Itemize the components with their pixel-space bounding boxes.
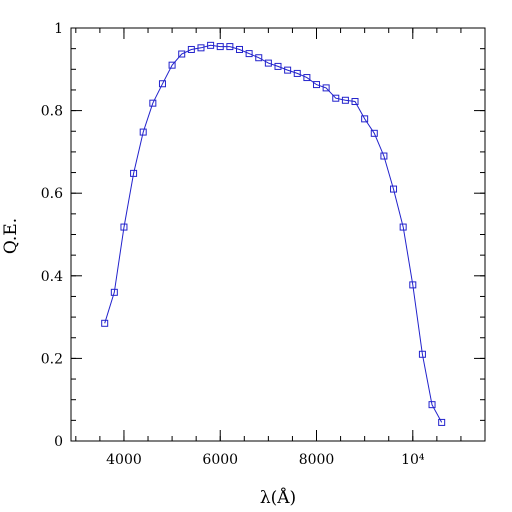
data-point-marker (380, 152, 388, 160)
tick-labels: 4000 6000 8000 10⁴ 0 0.2 0.4 0.6 0.8 1 (41, 21, 425, 468)
data-point-marker (178, 50, 186, 58)
data-point-marker (207, 41, 215, 49)
data-point-marker (390, 185, 398, 193)
x-tick-label: 10⁴ (401, 452, 425, 468)
x-tick-label: 6000 (202, 452, 238, 468)
data-point-marker (158, 80, 166, 88)
y-tick-label: 0.4 (41, 269, 63, 285)
y-tick-label: 0.8 (41, 104, 63, 120)
data-point-marker (332, 94, 340, 102)
y-axis-title: Q.E. (1, 218, 21, 254)
data-point-marker (101, 319, 109, 327)
y-tick-label: 0.2 (41, 351, 63, 367)
data-point-marker (110, 288, 118, 296)
data-point-marker (303, 74, 311, 82)
data-point-marker (264, 59, 272, 67)
data-point-marker (139, 128, 147, 136)
data-point-marker (168, 61, 176, 69)
data-point-marker (255, 54, 263, 62)
data-point-marker (245, 50, 253, 58)
data-point-marker (235, 45, 243, 53)
y-tick-label: 0 (54, 434, 63, 450)
data-point-marker (351, 98, 359, 106)
data-point-marker (197, 44, 205, 52)
data-point-marker (409, 281, 417, 289)
data-point-marker (428, 401, 436, 409)
data-point-marker (293, 69, 301, 77)
data-point-marker (418, 350, 426, 358)
data-point-marker (216, 43, 224, 51)
data-point-marker (284, 66, 292, 74)
data-point-marker (274, 62, 282, 70)
data-series (101, 41, 446, 426)
data-point-marker (370, 129, 378, 137)
x-tick-label: 4000 (106, 452, 142, 468)
data-point-marker (399, 223, 407, 231)
data-point-marker (187, 45, 195, 53)
data-point-marker (130, 169, 138, 177)
data-point-marker (120, 223, 128, 231)
data-point-marker (341, 96, 349, 104)
data-point-marker (361, 115, 369, 123)
x-tick-label: 8000 (299, 452, 335, 468)
data-point-marker (149, 99, 157, 107)
data-point-marker (313, 81, 321, 89)
axis-ticks (71, 27, 486, 442)
data-point-marker (322, 84, 330, 92)
data-point-marker (438, 418, 446, 426)
plot-frame (70, 27, 486, 442)
y-tick-label: 1 (54, 21, 63, 37)
x-axis-title: λ(Å) (260, 487, 296, 508)
y-tick-label: 0.6 (41, 186, 63, 202)
qe-curve (104, 44, 443, 423)
data-point-marker (226, 43, 234, 51)
